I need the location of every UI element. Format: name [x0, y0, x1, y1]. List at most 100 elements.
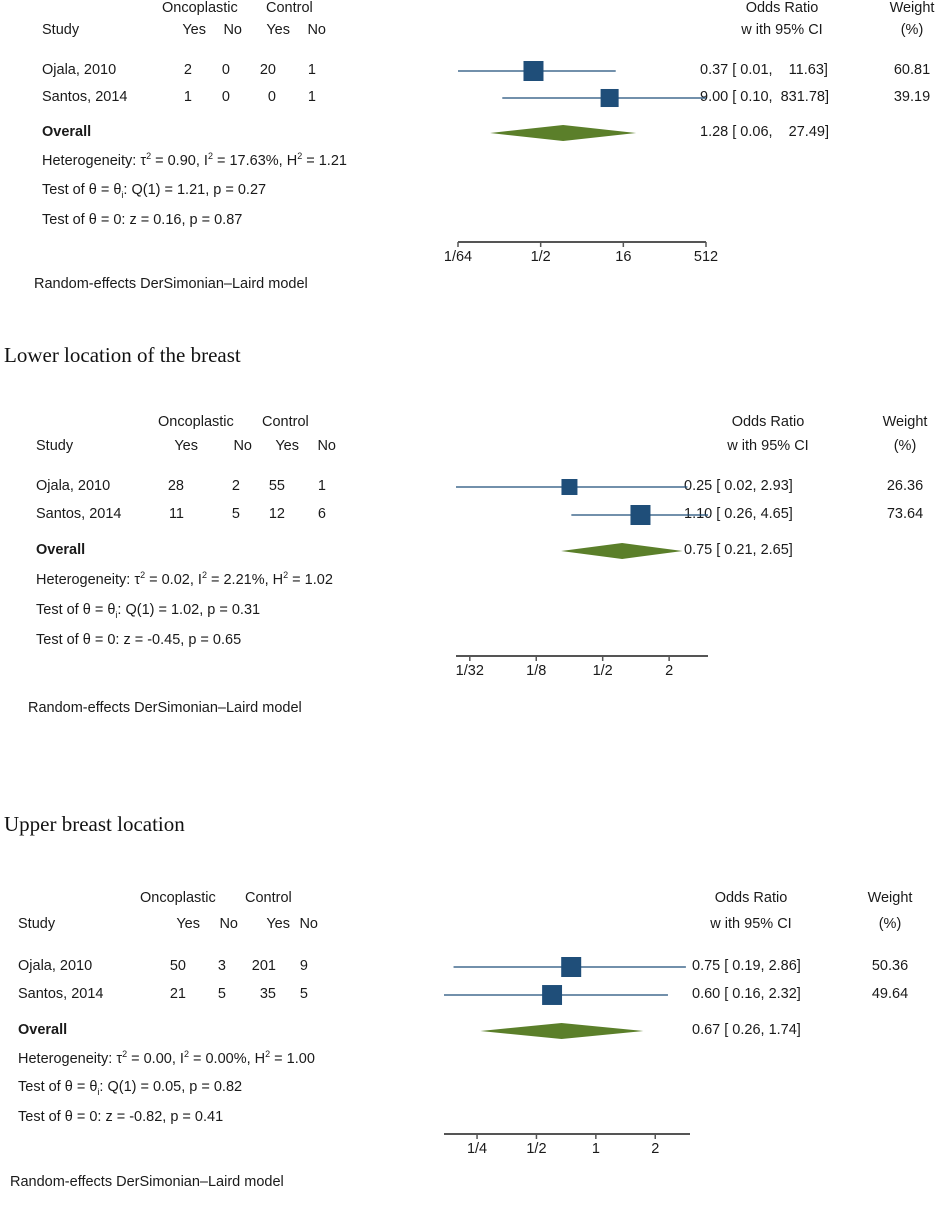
study-point-estimate [561, 479, 578, 495]
test-overall-effect: Test of θ = 0: z = 0.16, p = 0.87 [42, 212, 243, 228]
heterogeneity-stats: Heterogeneity: τ2 = 0.02, I2 = 2.21%, H2… [36, 570, 333, 589]
header-study: Study [36, 438, 74, 454]
oncoplastic-yes-count: 2 [183, 62, 192, 78]
header-no: No [219, 916, 238, 932]
study-name: Ojala, 2010 [18, 958, 93, 974]
heterogeneity-stats: Heterogeneity: τ2 = 0.00, I2 = 0.00%, H2… [18, 1049, 315, 1068]
header-no: No [307, 22, 326, 38]
control-yes-count: 0 [267, 89, 276, 105]
header-weight-pct: (%) [878, 916, 902, 932]
study-weight: 50.36 [871, 958, 909, 974]
overall-label: Overall [42, 124, 92, 140]
study-weight: 26.36 [886, 478, 924, 494]
control-yes-count: 201 [251, 958, 276, 974]
study-or-ci: 0.25 [ 0.02, 2.93] [684, 478, 793, 494]
header-weight: Weight [889, 0, 935, 16]
study-or-ci: 0.37 [ 0.01, 11.63] [700, 62, 828, 78]
oncoplastic-no-count: 5 [231, 506, 240, 522]
study-name: Santos, 2014 [18, 986, 104, 1002]
study-point-estimate [542, 985, 563, 1005]
test-homogeneity: Test of θ = θi: Q(1) = 0.05, p = 0.82 [18, 1079, 243, 1097]
study-or-ci: 9.00 [ 0.10, 831.78] [700, 89, 829, 105]
header-ci: w ith 95% CI [710, 916, 792, 932]
study-point-estimate [561, 957, 582, 977]
header-oncoplastic: Oncoplastic [158, 414, 234, 430]
study-weight: 60.81 [893, 62, 931, 78]
oncoplastic-yes-count: 28 [167, 478, 184, 494]
caption-lower-location: Lower location of the breast [4, 343, 241, 367]
header-weight-pct: (%) [893, 438, 917, 454]
oncoplastic-yes-count: 11 [168, 506, 184, 522]
overall-diamond [561, 543, 683, 559]
overall-or-ci: 0.67 [ 0.26, 1.74] [692, 1022, 801, 1038]
x-axis-tick-label: 1/2 [531, 249, 551, 265]
oncoplastic-yes-count: 50 [169, 958, 186, 974]
x-axis-tick-label: 1/8 [526, 663, 546, 679]
overall-diamond [480, 1023, 644, 1039]
study-name: Ojala, 2010 [36, 478, 111, 494]
header-weight-pct: (%) [900, 22, 924, 38]
study-weight: 49.64 [871, 986, 909, 1002]
caption-upper-location: Upper breast location [4, 812, 185, 836]
forest-plot-area: 1/4 1/2 1 2 [444, 957, 690, 1157]
forest-panel-2: Oncoplastic Control Study Yes No Yes No Odds Ra… [0, 414, 948, 744]
x-axis-tick-label: 2 [651, 1141, 659, 1157]
header-no: No [317, 438, 336, 454]
header-control: Control [262, 414, 309, 430]
header-ci: w ith 95% CI [727, 438, 809, 454]
overall-label: Overall [18, 1022, 68, 1038]
control-no-count: 1 [307, 89, 316, 105]
header-weight: Weight [867, 890, 913, 906]
control-yes-count: 20 [259, 62, 276, 78]
header-odds-ratio: Odds Ratio [714, 890, 788, 906]
header-yes: Yes [176, 916, 200, 932]
header-study: Study [42, 22, 80, 38]
model-note: Random-effects DerSimonian–Laird model [34, 276, 308, 292]
study-weight: 39.19 [893, 89, 931, 105]
control-no-count: 6 [317, 506, 326, 522]
x-axis-tick-label: 1/2 [526, 1141, 546, 1157]
header-no: No [233, 438, 252, 454]
header-yes: Yes [266, 22, 290, 38]
oncoplastic-yes-count: 1 [183, 89, 192, 105]
model-note: Random-effects DerSimonian–Laird model [28, 700, 302, 716]
x-axis-tick-label: 1/64 [444, 249, 472, 265]
header-odds-ratio: Odds Ratio [731, 414, 805, 430]
overall-or-ci: 1.28 [ 0.06, 27.49] [700, 124, 829, 140]
test-overall-effect: Test of θ = 0: z = -0.82, p = 0.41 [18, 1109, 224, 1125]
study-name: Ojala, 2010 [42, 62, 117, 78]
oncoplastic-yes-count: 21 [169, 986, 186, 1002]
x-axis-tick-label: 16 [615, 249, 631, 265]
header-yes: Yes [174, 438, 198, 454]
forest-plot-area: 1/64 1/2 16 512 [444, 61, 718, 265]
test-overall-effect: Test of θ = 0: z = -0.45, p = 0.65 [36, 632, 242, 648]
x-axis-tick-label: 1/2 [593, 663, 613, 679]
header-odds-ratio: Odds Ratio [745, 0, 819, 16]
header-yes: Yes [182, 22, 206, 38]
header-oncoplastic: Oncoplastic [140, 890, 216, 906]
oncoplastic-no-count: 2 [231, 478, 240, 494]
study-point-estimate [523, 61, 544, 81]
header-yes: Yes [275, 438, 299, 454]
header-control: Control [266, 0, 313, 16]
control-no-count: 5 [299, 986, 308, 1002]
header-ci: w ith 95% CI [741, 22, 823, 38]
control-no-count: 1 [317, 478, 326, 494]
control-no-count: 1 [307, 62, 316, 78]
header-control: Control [245, 890, 292, 906]
oncoplastic-no-count: 5 [217, 986, 226, 1002]
study-name: Santos, 2014 [36, 506, 122, 522]
heterogeneity-stats: Heterogeneity: τ2 = 0.90, I2 = 17.63%, H… [42, 151, 347, 170]
model-note: Random-effects DerSimonian–Laird model [10, 1174, 284, 1190]
header-weight: Weight [882, 414, 928, 430]
study-or-ci: 1.10 [ 0.26, 4.65] [684, 506, 793, 522]
oncoplastic-no-count: 0 [221, 89, 230, 105]
study-point-estimate [600, 88, 619, 108]
x-axis-tick-label: 2 [665, 663, 673, 679]
header-yes: Yes [266, 916, 290, 932]
x-axis-tick-label: 512 [694, 249, 718, 265]
oncoplastic-no-count: 0 [221, 62, 230, 78]
study-name: Santos, 2014 [42, 89, 128, 105]
study-point-estimate [630, 505, 651, 525]
